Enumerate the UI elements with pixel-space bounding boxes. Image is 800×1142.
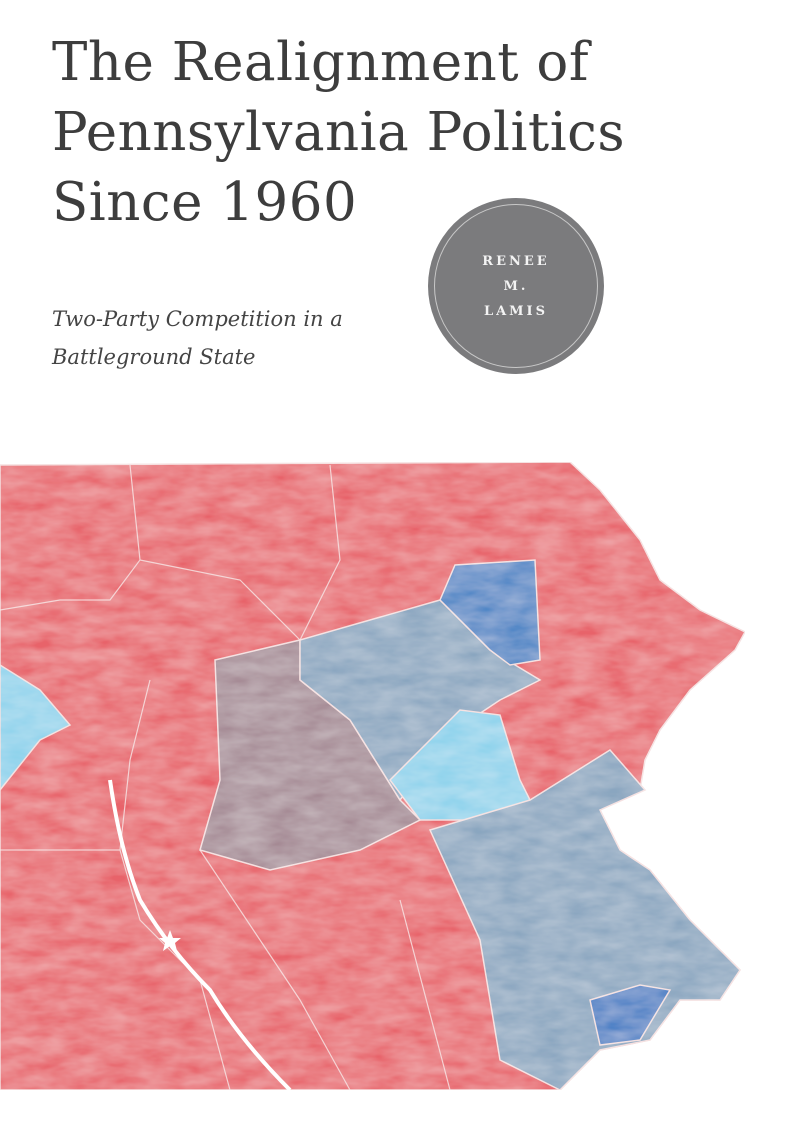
dark-blue-northeast-county [439,559,541,666]
book-title: The Realignment of Pennsylvania Politics… [52,28,625,238]
capital-star-icon [159,930,181,951]
gray-blue-southeast-counties [428,749,741,1091]
badge-ring [434,204,598,368]
light-cyan-west-county [0,664,72,792]
subtitle-line: Battleground State [52,345,256,369]
title-line: Pennsylvania Politics [52,102,626,163]
light-cyan-county [389,709,532,821]
philadelphia-county [589,984,672,1046]
author-badge: RENEE M. LAMIS [428,198,604,374]
book-subtitle: Two-Party Competition in a Battleground … [52,300,343,376]
subtitle-line: Two-Party Competition in a [52,307,343,331]
title-line: Since 1960 [52,172,358,233]
title-line: The Realignment of [52,32,589,93]
